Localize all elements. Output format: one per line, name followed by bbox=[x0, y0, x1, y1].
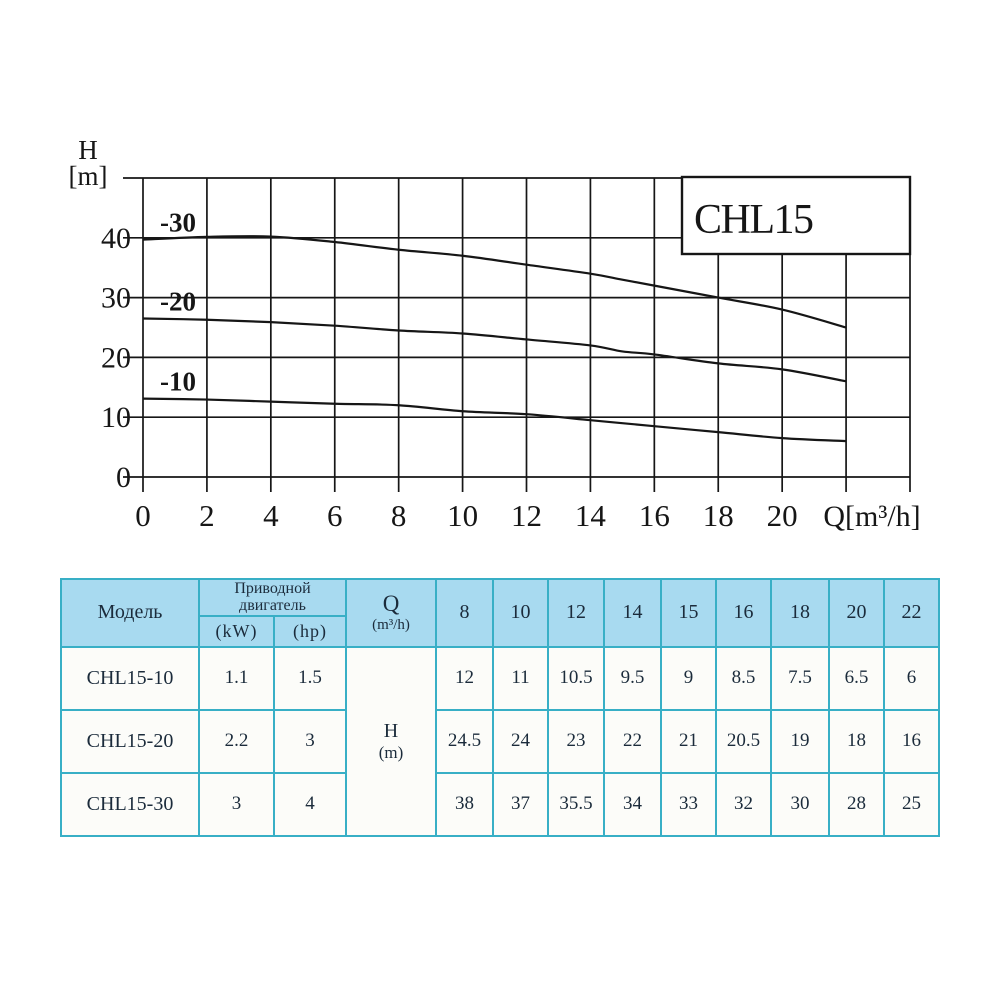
col-header-flow-14: 14 bbox=[603, 578, 662, 648]
head-value-cell-8: 24.5 bbox=[435, 708, 494, 774]
x-tick-label: 4 bbox=[263, 498, 279, 533]
head-value-cell-18: 19 bbox=[770, 708, 830, 774]
curve-label-10: -10 bbox=[160, 367, 196, 397]
head-value-cell-15: 21 bbox=[660, 708, 717, 774]
head-unit-cell: H (m) bbox=[345, 645, 437, 837]
table-row-CHL15-30: CHL15-30 3 4 38 37 35.5 34 33 32 30 28 25 bbox=[60, 771, 940, 837]
head-value-cell-18: 30 bbox=[770, 771, 830, 837]
x-axis-label: Q[m³/h] bbox=[823, 500, 920, 533]
head-value-cell-14: 9.5 bbox=[603, 645, 662, 711]
col-header-q: Q (m³/h) bbox=[345, 578, 437, 648]
col-header-flow-15: 15 bbox=[660, 578, 717, 648]
chart-title: CHL15 bbox=[694, 197, 813, 243]
head-value-cell-8: 38 bbox=[435, 771, 494, 837]
x-tick-label: 6 bbox=[327, 498, 343, 533]
x-tick-label: 2 bbox=[199, 498, 215, 533]
head-value-cell-16: 20.5 bbox=[715, 708, 772, 774]
hp-cell: 4 bbox=[273, 771, 347, 837]
head-value-cell-14: 22 bbox=[603, 708, 662, 774]
y-axis-label-symbol: H bbox=[78, 135, 98, 165]
hp-cell: 1.5 bbox=[273, 645, 347, 711]
col-header-kw: (kW) bbox=[198, 614, 275, 648]
curve-label-30: -30 bbox=[160, 208, 196, 238]
head-value-cell-20: 18 bbox=[828, 708, 885, 774]
y-tick-label: 20 bbox=[101, 341, 131, 374]
col-header-flow-16: 16 bbox=[715, 578, 772, 648]
col-header-hp: (hp) bbox=[273, 614, 347, 648]
col-header-flow-8: 8 bbox=[435, 578, 494, 648]
head-value-cell-15: 9 bbox=[660, 645, 717, 711]
x-tick-label: 20 bbox=[767, 498, 798, 533]
col-header-motor: Приводной двигатель bbox=[198, 578, 347, 617]
curve-20 bbox=[142, 317, 847, 383]
h-cell-line2: (m) bbox=[378, 742, 404, 762]
head-value-cell-20: 6.5 bbox=[828, 645, 885, 711]
kw-cell: 3 bbox=[198, 771, 275, 837]
col-header-flow-20: 20 bbox=[828, 578, 885, 648]
head-value-cell-18: 7.5 bbox=[770, 645, 830, 711]
head-value-cell-16: 8.5 bbox=[715, 645, 772, 711]
model-cell: CHL15-20 bbox=[60, 708, 200, 774]
q-header-unit: (m³/h) bbox=[372, 616, 410, 633]
col-header-flow-18: 18 bbox=[770, 578, 830, 648]
table-row-CHL15-10: CHL15-10 1.1 1.5 H (m) 12 11 10.5 9.5 9 8.5 7.5 6.5 6 bbox=[60, 645, 940, 837]
header-row-2: (kW) (hp) bbox=[61, 614, 939, 648]
head-value-cell-12: 35.5 bbox=[547, 771, 605, 837]
head-value-cell-10: 11 bbox=[492, 645, 549, 711]
table-row-CHL15-20: CHL15-20 2.2 3 24.5 24 23 22 21 20.5 19 18 16 bbox=[60, 708, 940, 774]
curve-label-20: -20 bbox=[160, 287, 196, 317]
head-value-cell-22: 16 bbox=[883, 708, 940, 774]
head-value-cell-15: 33 bbox=[660, 771, 717, 837]
kw-cell: 1.1 bbox=[198, 645, 275, 711]
col-header-flow-12: 12 bbox=[547, 578, 605, 648]
head-value-cell-22: 6 bbox=[883, 645, 940, 711]
q-header-symbol: Q bbox=[382, 591, 400, 617]
x-tick-label: 0 bbox=[135, 498, 151, 533]
pump-performance-chart: CHL15 -30 -20 -10 0 2 4 6 8 10 12 14 16 18 20 Q[m³/h] 0 1… bbox=[69, 135, 921, 533]
h-cell-line1: H bbox=[383, 719, 399, 742]
head-value-cell-22: 25 bbox=[883, 771, 940, 837]
y-tick-label: 30 bbox=[101, 282, 131, 315]
x-tick-label: 18 bbox=[703, 498, 734, 533]
y-tick-label: 10 bbox=[101, 401, 131, 434]
chart-title-box bbox=[680, 175, 912, 256]
col-header-model: Модель bbox=[60, 578, 200, 648]
model-cell: CHL15-10 bbox=[60, 645, 200, 711]
model-cell: CHL15-30 bbox=[60, 771, 200, 837]
head-value-cell-12: 10.5 bbox=[547, 645, 605, 711]
kw-cell: 2.2 bbox=[198, 708, 275, 774]
head-value-cell-14: 34 bbox=[603, 771, 662, 837]
x-tick-label: 16 bbox=[639, 498, 670, 533]
curve-10 bbox=[142, 397, 847, 443]
head-value-cell-10: 37 bbox=[492, 771, 549, 837]
x-tick-label: 10 bbox=[447, 498, 478, 533]
hp-cell: 3 bbox=[273, 708, 347, 774]
col-header-flow-10: 10 bbox=[492, 578, 549, 648]
head-value-cell-10: 24 bbox=[492, 708, 549, 774]
head-value-cell-12: 23 bbox=[547, 708, 605, 774]
col-header-flow-22: 22 bbox=[883, 578, 940, 648]
y-tick-label: 0 bbox=[116, 461, 131, 494]
y-tick-label: 40 bbox=[101, 222, 131, 255]
head-value-cell-20: 28 bbox=[828, 771, 885, 837]
header-row-1: Модель Приводной двигатель Q (m³/h) 8 10 1… bbox=[60, 578, 940, 648]
curve-30 bbox=[142, 235, 847, 329]
x-tick-label: 14 bbox=[575, 498, 607, 533]
head-value-cell-8: 12 bbox=[435, 645, 494, 711]
motor-header-line1: Приводной bbox=[234, 580, 311, 597]
head-value-cell-16: 32 bbox=[715, 771, 772, 837]
pump-spec-table: Модель Приводной двигатель Q (m³/h) 8 10 1… bbox=[60, 578, 940, 837]
motor-header-line2: двигатель bbox=[239, 597, 306, 615]
y-axis-label-unit: [m] bbox=[69, 161, 108, 191]
x-tick-label: 12 bbox=[511, 498, 542, 533]
x-tick-label: 8 bbox=[391, 498, 407, 533]
